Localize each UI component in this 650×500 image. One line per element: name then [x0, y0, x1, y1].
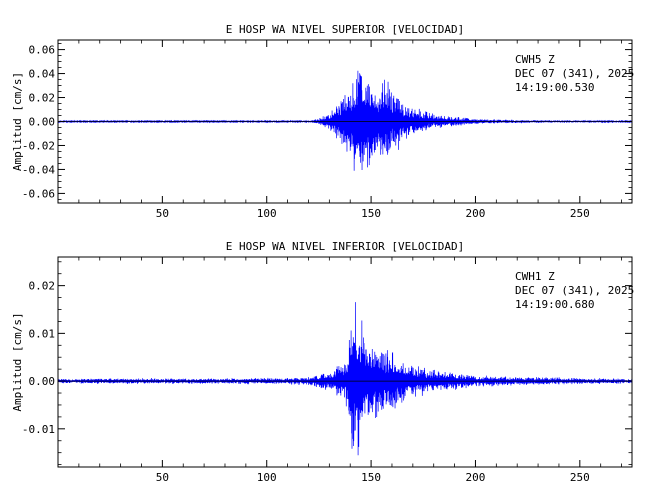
- x-tick-label: 150: [361, 207, 381, 220]
- y-tick-label: -0.02: [22, 139, 55, 152]
- station-date: DEC 07 (341), 2025: [515, 284, 634, 297]
- y-tick-label: 0.02: [29, 280, 56, 293]
- waveform-trace: [58, 302, 632, 456]
- y-axis-label: Amplitud [cm/s]: [11, 312, 24, 411]
- x-tick-label: 200: [466, 207, 486, 220]
- station-time: 14:19:00.530: [515, 81, 594, 94]
- chart-panel-inferior: E HOSP WA NIVEL INFERIOR [VELOCIDAD] Ampl…: [0, 240, 650, 500]
- y-tick-label: -0.01: [22, 423, 55, 436]
- seismogram-chart-superior: E HOSP WA NIVEL SUPERIOR [VELOCIDAD] Ampl…: [11, 23, 634, 220]
- x-tick-label: 50: [156, 471, 169, 484]
- x-tick-label: 100: [257, 471, 277, 484]
- y-tick-label: -0.06: [22, 187, 55, 200]
- chart-title: E HOSP WA NIVEL INFERIOR [VELOCIDAD]: [226, 240, 464, 253]
- x-tick-label: 100: [257, 207, 277, 220]
- y-tick-label: 0.04: [29, 68, 56, 81]
- seismogram-chart-inferior: E HOSP WA NIVEL INFERIOR [VELOCIDAD] Ampl…: [11, 240, 634, 484]
- station-time: 14:19:00.680: [515, 298, 594, 311]
- station-date: DEC 07 (341), 2025: [515, 67, 634, 80]
- station-station: CWH5 Z: [515, 53, 555, 66]
- x-tick-label: 50: [156, 207, 169, 220]
- y-tick-label: 0.01: [29, 327, 56, 340]
- y-axis-label: Amplitud [cm/s]: [11, 72, 24, 171]
- y-tick-label: 0.00: [29, 375, 56, 388]
- plot-frame: [57, 256, 633, 468]
- y-tick-label: 0.02: [29, 92, 56, 105]
- chart-title: E HOSP WA NIVEL SUPERIOR [VELOCIDAD]: [226, 23, 464, 36]
- y-tick-label: 0.06: [29, 44, 56, 57]
- chart-panel-superior: E HOSP WA NIVEL SUPERIOR [VELOCIDAD] Ampl…: [0, 0, 650, 240]
- y-tick-label: -0.04: [22, 163, 55, 176]
- station-station: CWH1 Z: [515, 270, 555, 283]
- x-tick-label: 250: [570, 471, 590, 484]
- x-tick-label: 150: [361, 471, 381, 484]
- x-tick-label: 250: [570, 207, 590, 220]
- y-tick-label: 0.00: [29, 116, 56, 129]
- x-tick-label: 200: [466, 471, 486, 484]
